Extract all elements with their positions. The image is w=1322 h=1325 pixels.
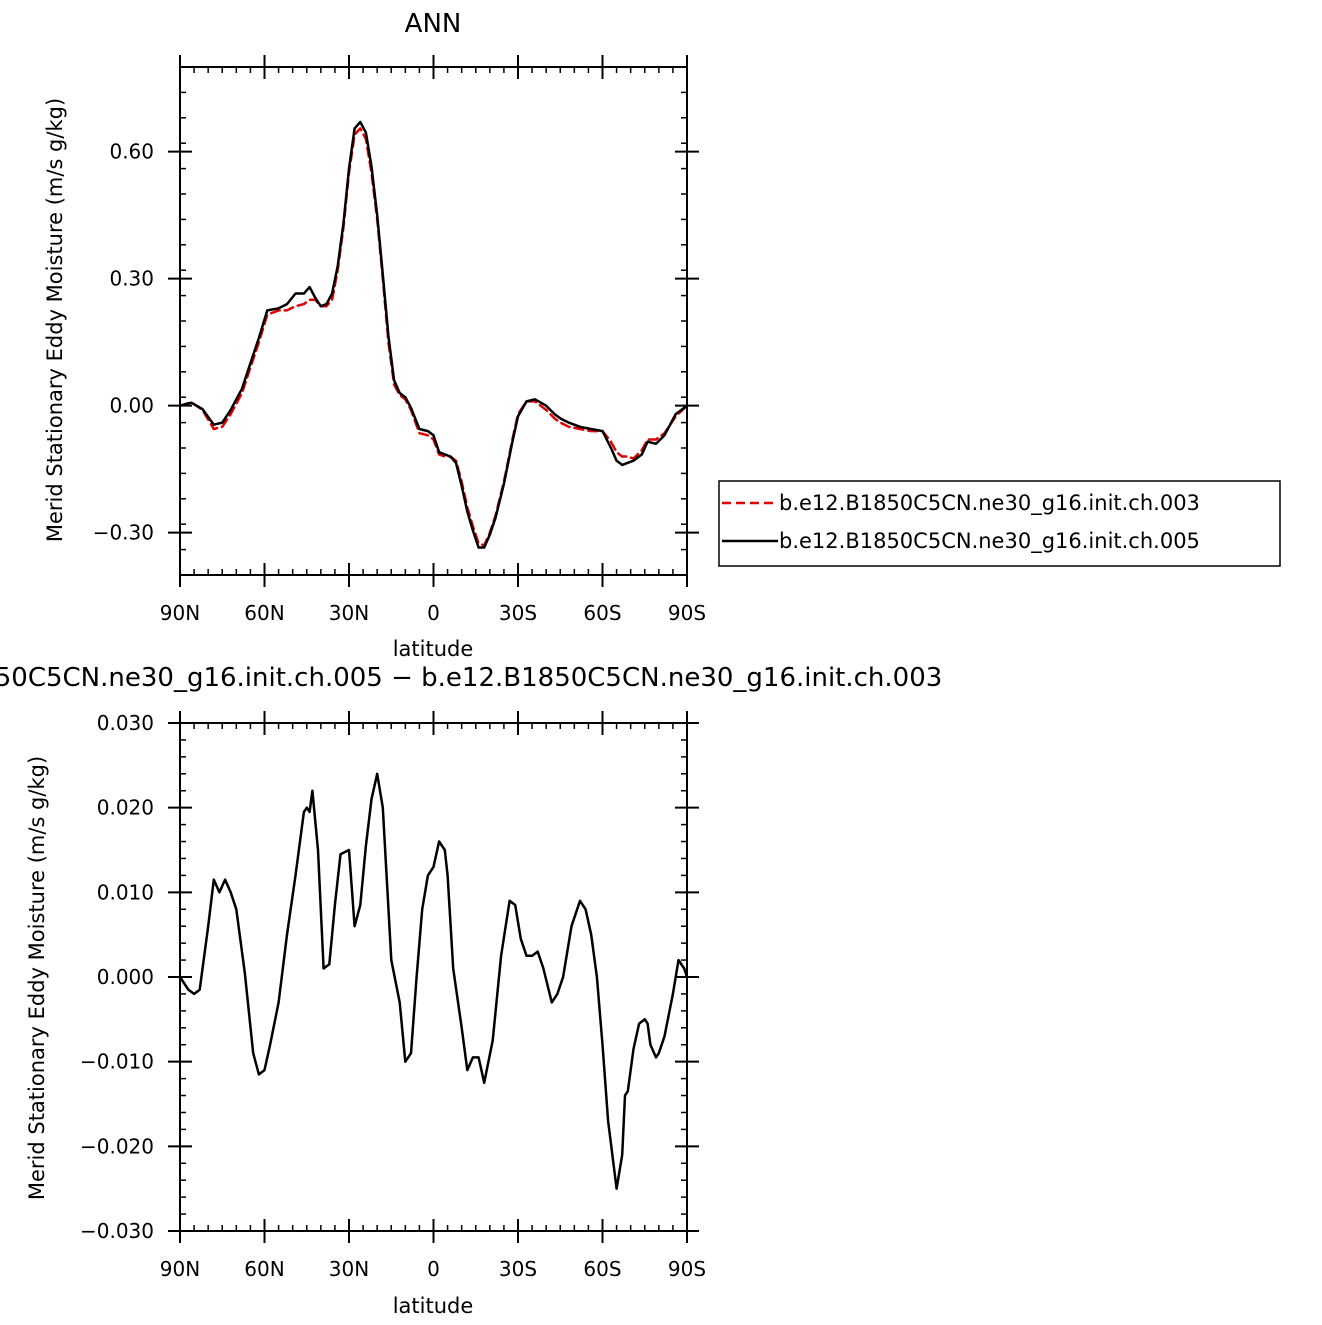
bottom-x-tick-label: 90N [160,1257,200,1281]
bottom-y-tick-label: 0.020 [97,796,154,820]
top-plot-frame [179,66,688,576]
top-x-tick-label: 30N [329,601,369,625]
bottom-series-layer [178,772,689,1190]
bottom-y-tick-label: −0.030 [80,1219,154,1243]
bottom-x-tick-label: 60S [583,1257,621,1281]
top-chart-title: ANN [405,9,462,39]
bottom-x-tick-label: 30N [329,1257,369,1281]
top-x-tick-label: 30S [499,601,537,625]
top-y-tick-label: −0.30 [93,521,154,545]
bottom-plot-frame [179,722,688,1232]
bottom-y-tick-label: 0.010 [97,880,154,904]
top-panel: ANN Merid Stationary Eddy Moisture (m/s … [43,9,706,661]
top-x-tick-label: 60S [583,601,621,625]
legend-box [718,480,1281,567]
bottom-panel: b.e12.B1850C5CN.ne30_g16.init.ch.005 − b… [0,663,942,1318]
bottom-y-tick-label: −0.010 [80,1050,154,1074]
legend-label-series-005: b.e12.B1850C5CN.ne30_g16.init.ch.005 [779,529,1200,554]
top-y-tick-label: 0.60 [109,140,154,164]
legend-label-series-003: b.e12.B1850C5CN.ne30_g16.init.ch.003 [779,491,1200,516]
top-x-tick-label: 90S [668,601,706,625]
top-x-tick-label: 90N [160,601,200,625]
bottom-y-tick-label: 0.030 [97,711,154,735]
bottom-y-axis-title: Merid Stationary Eddy Moisture (m/s g/kg… [25,756,49,1200]
top-y-axis-title: Merid Stationary Eddy Moisture (m/s g/kg… [43,98,67,542]
top-series-line-2 [178,120,689,549]
bottom-x-tick-label: 0 [427,1257,440,1281]
top-y-tick-label: 0.30 [109,267,154,291]
bottom-x-tick-label: 60N [244,1257,284,1281]
bottom-chart-title: b.e12.B1850C5CN.ne30_g16.init.ch.005 − b… [0,663,942,693]
legend: b.e12.B1850C5CN.ne30_g16.init.ch.003 b.e… [718,480,1281,567]
top-x-tick-label: 0 [427,601,440,625]
top-x-tick-label: 60N [244,601,284,625]
bottom-y-tick-label: 0.000 [97,965,154,989]
top-x-axis-title: latitude [393,637,474,661]
bottom-series-line-1 [178,772,689,1190]
top-y-tick-label: 0.00 [109,394,154,418]
bottom-x-axis-title: latitude [393,1294,474,1318]
bottom-y-tick-label: −0.020 [80,1134,154,1158]
bottom-x-tick-label: 30S [499,1257,537,1281]
top-axis-ticks: 90N 60N 30N 0 30S 60S 90S 0.60 0.30 0.00 −0.30 [93,55,706,625]
top-series-layer [178,120,689,549]
bottom-x-tick-label: 90S [668,1257,706,1281]
